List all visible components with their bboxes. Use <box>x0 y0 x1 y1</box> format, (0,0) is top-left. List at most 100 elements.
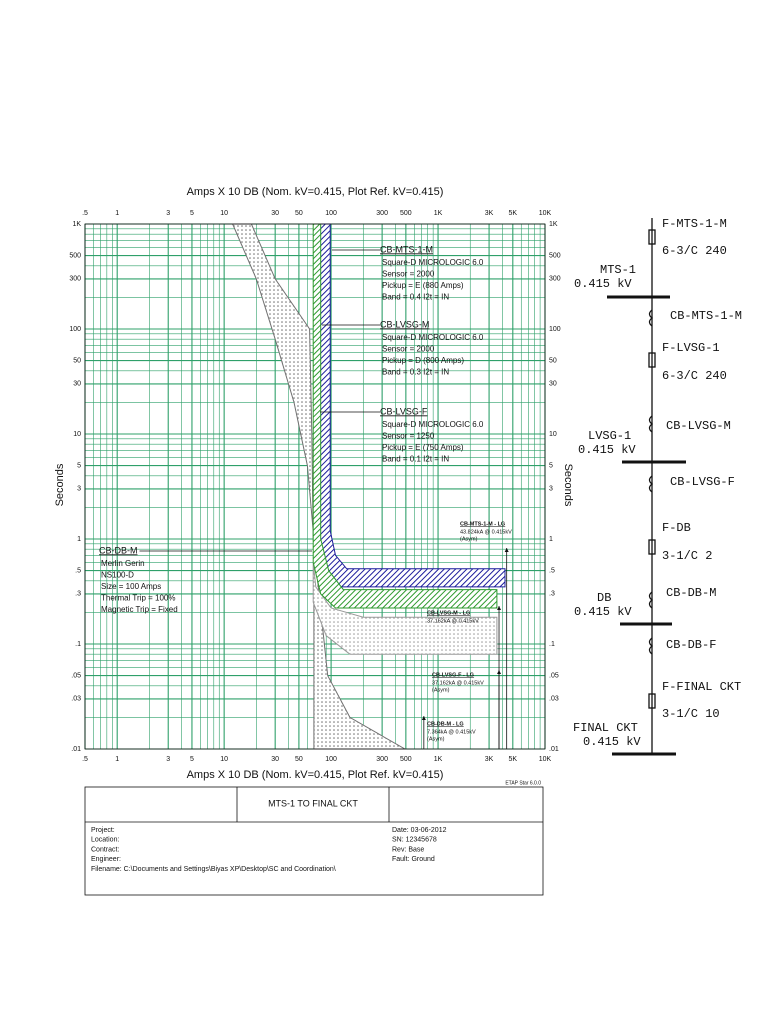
x-tick-label: 3 <box>166 756 170 763</box>
bus-label: LVSG-1 <box>588 429 631 443</box>
x-tick-label: 5K <box>509 756 518 763</box>
breaker-symbol <box>648 415 654 433</box>
x-tick-label: 1K <box>434 756 443 763</box>
breaker-label: CB-DB-M <box>666 586 716 600</box>
x-axis-title: Amps X 10 DB (Nom. kV=0.415, Plot Ref. k… <box>187 186 444 198</box>
y-tick-label: .3 <box>549 591 555 598</box>
breaker-symbol <box>648 637 654 655</box>
cable-size: 6-3/C 240 <box>662 244 727 258</box>
y-tick-label: 1K <box>549 221 558 228</box>
curve-band <box>312 562 498 655</box>
info-field: Contract: <box>91 846 119 853</box>
title-block: ETAP Star 6.0.0 MTS-1 TO FINAL CKT Proje… <box>84 780 544 896</box>
breaker-label: CB-LVSG-F <box>670 475 735 489</box>
x-axis-title: Amps X 10 DB (Nom. kV=0.415, Plot Ref. k… <box>187 769 444 781</box>
cable-size: 3-1/C 2 <box>662 549 712 563</box>
device-setting: Pickup = D (800 Amps) <box>382 356 464 365</box>
fault-title: CB-DB-M - LG <box>427 721 464 727</box>
y-tick-label: .3 <box>75 591 81 598</box>
y-tick-label: 10 <box>73 431 81 438</box>
cable-symbol <box>648 693 656 709</box>
breaker-label: CB-MTS-1-M <box>670 309 742 323</box>
y-tick-label: .5 <box>75 567 81 574</box>
fault-arrow-head <box>421 716 426 720</box>
y-tick-label: .03 <box>549 696 559 703</box>
device-setting: Pickup = E (750 Amps) <box>382 443 464 452</box>
x-tick-label: 3K <box>485 756 494 763</box>
device-setting: Magnetic Trip = Fixed <box>101 605 178 614</box>
fault-arrow-head <box>504 548 509 552</box>
y-tick-label: 30 <box>73 381 81 388</box>
device-setting: Merlin Gerin <box>101 559 145 568</box>
x-tick-label: 1 <box>115 756 119 763</box>
x-tick-label: 10 <box>220 210 228 217</box>
fault-detail: (Asym) <box>460 536 478 542</box>
device-setting: Sensor = 2000 <box>382 345 435 354</box>
y-tick-label: 50 <box>549 357 557 364</box>
fault-title: CB-MTS-1-M - LG <box>460 521 505 527</box>
device-setting: Square-D MICROLOGIC 6.0 <box>382 258 484 267</box>
bus-voltage: 0.415 kV <box>578 443 636 457</box>
x-tick-label: .5 <box>82 756 88 763</box>
x-tick-label: 10 <box>220 756 228 763</box>
x-tick-label: 5 <box>190 210 194 217</box>
x-tick-label: 1K <box>434 210 443 217</box>
y-tick-label: 300 <box>69 276 81 283</box>
curve-band <box>231 223 407 750</box>
curve-band <box>312 223 498 609</box>
cable-label: F-LVSG-1 <box>662 341 720 355</box>
breaker-symbol <box>648 475 654 493</box>
y-tick-label: 100 <box>69 326 81 333</box>
fault-arrow-head <box>497 606 502 610</box>
fault-title: CB-LVSG-M - LG <box>427 610 470 616</box>
device-title: CB-LVSG-M <box>380 319 429 329</box>
y-tick-label: 1K <box>72 221 81 228</box>
y-tick-label: .1 <box>549 641 555 648</box>
device-setting: Band = 0.3 I2t = IN <box>382 368 449 377</box>
device-setting: Pickup = E (880 Amps) <box>382 281 464 290</box>
y-tick-label: .01 <box>549 746 559 753</box>
title-block-frame <box>84 786 544 896</box>
bus-label: FINAL CKT <box>573 721 638 735</box>
y-axis-title: Seconds <box>562 464 574 507</box>
fault-detail: (Asym) <box>427 736 445 742</box>
breaker-symbol <box>648 309 654 327</box>
y-tick-label: 5 <box>77 462 81 469</box>
x-tick-label: 3K <box>485 210 494 217</box>
device-setting: Band = 0.4 I2t = IN <box>382 293 449 302</box>
title-block-title: MTS-1 TO FINAL CKT <box>268 798 358 808</box>
info-field: Rev: Base <box>392 846 424 853</box>
x-tick-label: 50 <box>295 756 303 763</box>
y-tick-label: 100 <box>549 326 561 333</box>
x-tick-label: 500 <box>400 210 412 217</box>
device-setting: Band = 0.1 I2t = IN <box>382 455 449 464</box>
bus-voltage: 0.415 kV <box>583 735 641 749</box>
y-tick-label: 300 <box>549 276 561 283</box>
cable-label: F-DB <box>662 521 691 535</box>
y-tick-label: 3 <box>549 486 553 493</box>
single-line-diagram: F-MTS-1-M 6-3/C 240 MTS-1 0.415 kV CB-MT… <box>573 217 742 756</box>
device-setting: Size = 100 Amps <box>101 582 161 591</box>
x-tick-label: 300 <box>376 756 388 763</box>
bus-voltage: 0.415 kV <box>574 605 632 619</box>
info-field: Fault: Ground <box>392 856 435 863</box>
info-field: Location: <box>91 837 119 844</box>
bus-label: MTS-1 <box>600 263 636 277</box>
y-tick-label: 3 <box>77 486 81 493</box>
y-tick-label: .01 <box>71 746 81 753</box>
info-field: Engineer: <box>91 856 121 863</box>
cable-label: F-FINAL CKT <box>662 680 741 694</box>
y-tick-label: 1 <box>549 536 553 543</box>
y-tick-label: 5 <box>549 462 553 469</box>
cable-symbol <box>648 229 656 245</box>
x-tick-label: 500 <box>400 756 412 763</box>
x-tick-label: 300 <box>376 210 388 217</box>
device-title: CB-LVSG-F <box>380 406 428 416</box>
x-tick-label: 50 <box>295 210 303 217</box>
fault-title: CB-LVSG-F - LG <box>432 672 474 678</box>
x-tick-label: 30 <box>271 210 279 217</box>
cable-label: F-MTS-1-M <box>662 217 727 231</box>
fault-detail: (Asym) <box>432 687 450 693</box>
software-label: ETAP Star 6.0.0 <box>505 780 541 786</box>
